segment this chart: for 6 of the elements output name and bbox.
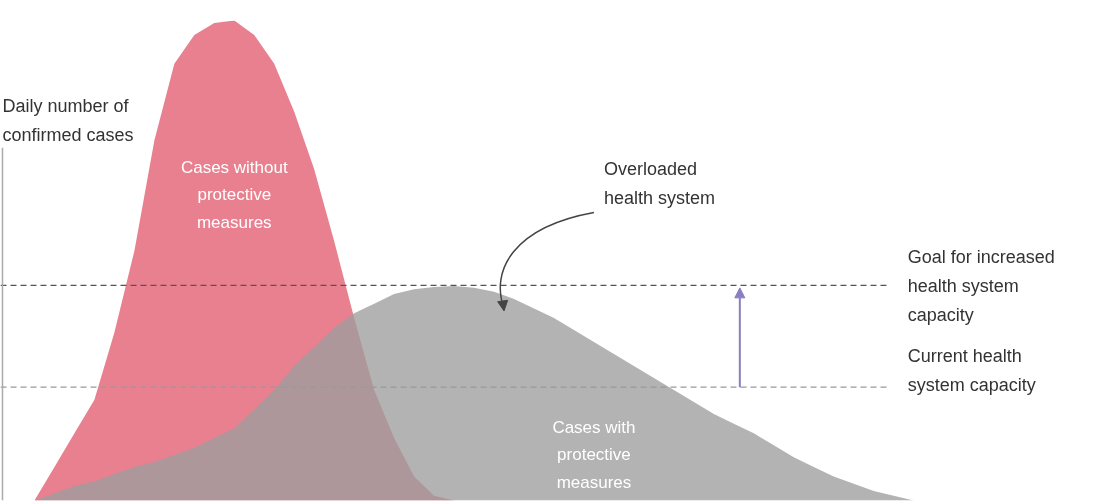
ref-line-label: Current health system capacity bbox=[907, 346, 1036, 396]
y-axis-title: Daily number of confirmed cases bbox=[2, 96, 134, 146]
series-label: Cases with protective measures bbox=[552, 417, 636, 492]
series-label: Cases without protective measures bbox=[180, 157, 288, 232]
annotation: Overloaded health system bbox=[603, 158, 716, 208]
ref-line-label: Goal for increased health system capacity bbox=[907, 247, 1055, 326]
